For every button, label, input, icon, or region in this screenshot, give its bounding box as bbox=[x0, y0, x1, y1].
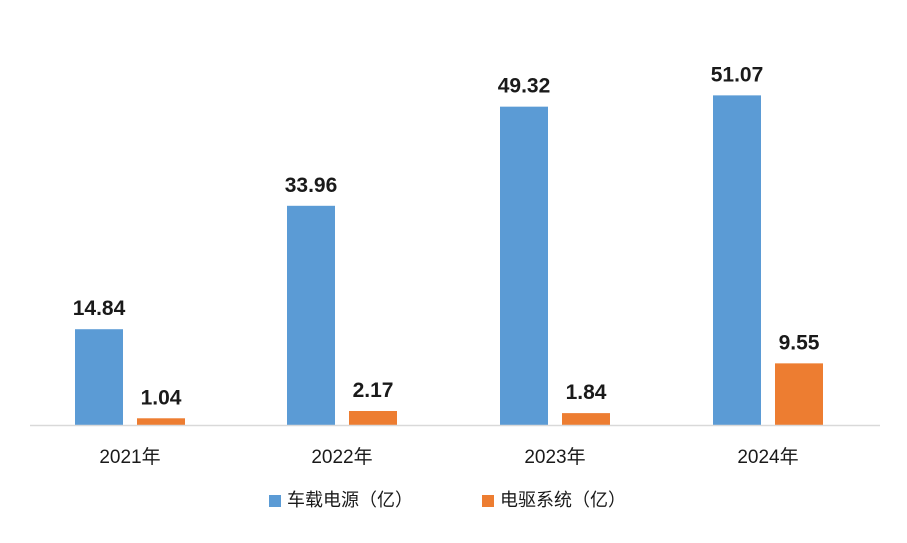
bar-electric-drive-1 bbox=[349, 410, 397, 425]
x-tick-labels-layer: 2021年 2022年 2023年 2024年 bbox=[99, 446, 798, 468]
bar-onboard-power-3 bbox=[713, 95, 761, 425]
data-label-onboard-power-1: 33.96 bbox=[285, 174, 338, 197]
x-tick-label-0: 2021年 bbox=[99, 446, 160, 468]
data-label-onboard-power-0: 14.84 bbox=[73, 297, 126, 320]
data-label-electric-drive-0: 1.04 bbox=[141, 386, 182, 409]
legend-swatch-electric-drive bbox=[482, 495, 494, 507]
x-tick-label-1: 2022年 bbox=[311, 446, 372, 468]
x-tick-label-2: 2023年 bbox=[524, 446, 585, 468]
bar-onboard-power-2 bbox=[500, 106, 548, 426]
legend-swatch-onboard-power bbox=[269, 495, 281, 507]
data-label-electric-drive-2: 1.84 bbox=[566, 381, 607, 404]
data-label-onboard-power-2: 49.32 bbox=[498, 75, 551, 98]
data-label-onboard-power-3: 51.07 bbox=[711, 63, 764, 86]
bar-onboard-power-1 bbox=[287, 205, 335, 425]
bar-electric-drive-3 bbox=[775, 363, 823, 425]
data-label-electric-drive-3: 9.55 bbox=[779, 331, 820, 354]
bar-onboard-power-0 bbox=[75, 329, 123, 425]
bar-electric-drive-2 bbox=[562, 413, 610, 425]
data-label-electric-drive-1: 2.17 bbox=[353, 379, 394, 402]
bars-layer bbox=[75, 95, 823, 426]
legend: 车载电源（亿） 电驱系统（亿） bbox=[269, 490, 626, 510]
data-labels-layer: 14.84 1.04 33.96 2.17 49.32 1.84 51.07 9.55 bbox=[73, 63, 820, 409]
x-tick-label-3: 2024年 bbox=[737, 446, 798, 468]
bar-electric-drive-0 bbox=[137, 418, 185, 425]
legend-label-electric-drive: 电驱系统（亿） bbox=[500, 490, 626, 510]
legend-label-onboard-power: 车载电源（亿） bbox=[287, 490, 413, 510]
